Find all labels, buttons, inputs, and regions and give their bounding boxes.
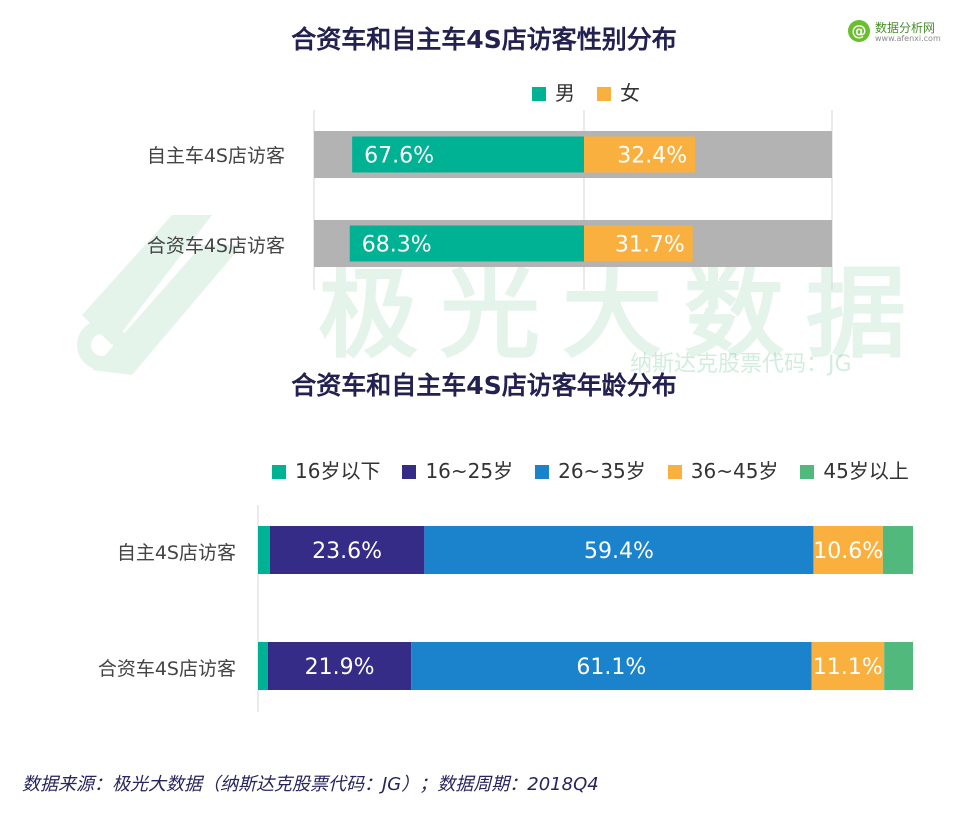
- age-data-label-2-row-0: 59.4%: [584, 539, 654, 564]
- age-legend-swatch-1: [402, 465, 417, 479]
- age-data-label-1-row-1: 21.9%: [305, 655, 375, 680]
- age-legend-label-3: 36~45岁: [690, 459, 779, 483]
- age-bar-0-row-1: [258, 642, 268, 690]
- gender-bar-female-1: [584, 225, 693, 262]
- age-data-label-2-row-1: 61.1%: [576, 655, 646, 680]
- age-legend-swatch-3: [667, 465, 682, 479]
- gender-data-label-female-0: 32.4%: [617, 144, 687, 169]
- age-legend-item-0: 16岁以下: [272, 455, 380, 484]
- age-bar-2-row-1: [411, 642, 812, 690]
- gender-bar-male-1: [349, 225, 584, 262]
- watermark-subtext: 纳斯达克股票代码：JG: [630, 352, 852, 377]
- gender-data-label-male-1: 68.3%: [362, 233, 432, 258]
- age-legend-label-0: 16岁以下: [295, 459, 381, 483]
- age-legend-label-1: 16~25岁: [425, 459, 514, 483]
- gender-legend: 男女: [532, 77, 662, 106]
- age-bar-3-row-0: [813, 526, 883, 574]
- gender-legend-label-1: 女: [620, 81, 640, 105]
- gender-row-label-1: 合资车4S店访客: [146, 235, 285, 257]
- brand-at-icon: @: [848, 20, 870, 42]
- age-bar-1-row-1: [267, 642, 412, 690]
- age-legend-label-4: 45岁以上: [823, 459, 909, 483]
- gender-data-label-female-1: 31.7%: [615, 233, 685, 258]
- age-row-label-1: 合资车4S店访客: [97, 658, 236, 680]
- gender-row-label-0: 自主车4S店访客: [146, 145, 285, 167]
- age-legend-item-2: 26~35岁: [535, 455, 646, 484]
- gender-legend-item-1: 女: [597, 77, 640, 106]
- gender-bar-female-0: [584, 136, 696, 173]
- age-legend-swatch-0: [272, 465, 286, 479]
- brand-name: 数据分析网: [875, 21, 936, 35]
- age-bar-3-row-1: [811, 642, 885, 690]
- watermark-logo: [77, 215, 242, 375]
- age-data-label-3-row-1: 11.1%: [813, 655, 883, 680]
- gender-legend-swatch-1: [597, 87, 611, 101]
- age-bar-1-row-0: [269, 526, 425, 574]
- age-legend-item-3: 36~45岁: [667, 455, 779, 484]
- gender-legend-swatch-0: [532, 87, 546, 101]
- age-legend-item-1: 16~25岁: [402, 455, 513, 484]
- gender-data-label-male-0: 67.6%: [364, 144, 434, 169]
- brand-logo: @ 数据分析网 www.afenxi.com: [848, 18, 960, 48]
- age-legend-swatch-2: [535, 465, 550, 479]
- age-bar-2-row-0: [424, 526, 814, 574]
- brand-url: www.afenxi.com: [875, 34, 941, 43]
- age-bar-0-row-0: [258, 526, 270, 574]
- gender-legend-item-0: 男: [532, 77, 575, 106]
- age-bar-4-row-0: [882, 526, 913, 574]
- age-legend-swatch-4: [800, 465, 815, 479]
- age-chart-title: 合资车和自主车4S店访客年龄分布: [291, 371, 677, 400]
- age-legend-label-2: 26~35岁: [558, 459, 646, 483]
- age-row-label-0: 自主4S店访客: [116, 542, 236, 564]
- age-data-label-1-row-0: 23.6%: [312, 539, 382, 564]
- age-legend: 16岁以下 16~25岁 26~35岁 36~45岁 45岁以上: [272, 455, 931, 484]
- gender-chart-title: 合资车和自主车4S店访客性别分布: [291, 25, 677, 54]
- data-source-note: 数据来源：极光大数据（纳斯达克股票代码：JG）；数据周期：2018Q4: [22, 774, 599, 795]
- age-legend-item-4: 45岁以上: [800, 455, 909, 484]
- gender-bar-male-0: [352, 136, 584, 173]
- watermark-text: 极光大数据: [318, 255, 928, 372]
- age-bar-4-row-1: [884, 642, 913, 690]
- age-data-label-3-row-0: 10.6%: [813, 539, 883, 564]
- gender-legend-label-0: 男: [555, 81, 575, 105]
